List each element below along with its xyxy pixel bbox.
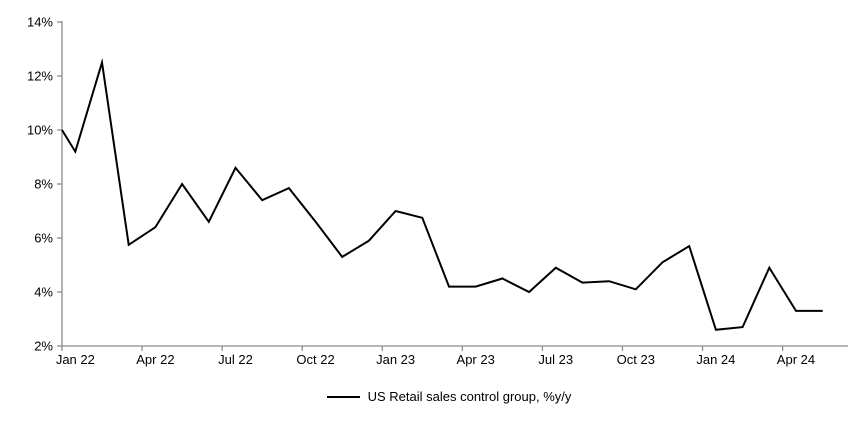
x-tick-label: Jul 22: [218, 352, 253, 367]
x-tick-label: Apr 23: [457, 352, 495, 367]
retail-sales-series-line: [61, 57, 823, 331]
y-tick-label: 6%: [34, 231, 53, 246]
legend-line-marker: [326, 395, 360, 398]
x-tick-label: Jul 23: [538, 352, 573, 367]
y-tick-label: 10%: [27, 123, 53, 138]
y-tick-label: 4%: [34, 285, 53, 300]
chart-legend: US Retail sales control group, %y/y: [62, 389, 836, 404]
y-tick-label: 12%: [27, 69, 53, 84]
x-tick-label: Apr 24: [777, 352, 815, 367]
x-tick-label: Oct 22: [296, 352, 334, 367]
y-tick-label: 8%: [34, 177, 53, 192]
y-tick-label: 2%: [34, 339, 53, 354]
x-tick-label: Jan 24: [696, 352, 735, 367]
legend-label: US Retail sales control group, %y/y: [367, 389, 572, 404]
x-tick-label: Oct 23: [617, 352, 655, 367]
x-tick-label: Jan 23: [376, 352, 415, 367]
y-tick-label: 14%: [27, 15, 53, 30]
retail-sales-line-chart: 2% 4% 6% 8% 10% 12% 14% Jan 22 Apr 22 Jul 22 Oct 2…: [27, 15, 848, 367]
x-tick-label: Apr 22: [136, 352, 174, 367]
x-tick-label: Jan 22: [56, 352, 95, 367]
